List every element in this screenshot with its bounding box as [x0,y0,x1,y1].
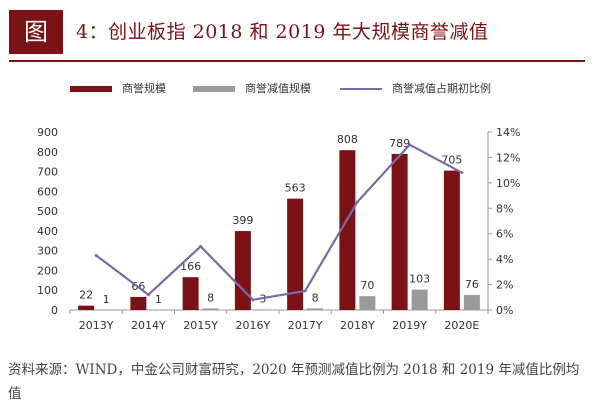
bar-goodwill [443,170,460,310]
y-right-tick-label: 4% [496,253,513,266]
line-point-ratio [199,244,203,248]
data-label-goodwill: 563 [285,182,306,195]
line-point-ratio [94,253,98,257]
y-left-tick-label: 0 [51,304,58,317]
combo-chart: 0 100 200 300 400 500 600 700 800 900 0% 2% 4% 6% 8% 10… [37,126,520,332]
data-label-goodwill: 808 [337,133,358,146]
y-right-tick-label: 12% [496,151,520,164]
bar-goodwill [391,153,408,310]
data-label-goodwill: 166 [180,260,201,273]
line-point-ratio [355,200,359,204]
y-right-tick-label: 6% [496,228,513,241]
x-tick-label: 2016Y [236,319,271,332]
data-label-goodwill: 399 [232,214,253,227]
bar-goodwill [339,150,356,310]
line-impairment-ratio [95,143,463,301]
bar-goodwill [234,231,251,310]
data-label-impairment: 1 [155,293,162,306]
figure-title: 4：创业板指 2018 和 2019 年大规模商誉减值 [76,21,489,43]
data-label-impairment: 70 [360,279,374,292]
y-left-tick-label: 500 [37,205,58,218]
line-point-ratio [460,171,464,175]
x-tick-label: 2015Y [183,319,218,332]
legend-swatch-goodwill [70,86,112,92]
data-label-impairment: 76 [465,278,479,291]
bar-impairment [359,296,376,310]
y-left-tick-label: 700 [37,166,58,179]
x-tick-label: 2013Y [79,319,114,332]
bar-goodwill [78,305,95,310]
x-tick-label: 2017Y [288,319,323,332]
figure-header: 图 4：创业板指 2018 和 2019 年大规模商誉减值 [0,0,592,66]
data-label-goodwill: 789 [389,137,410,150]
bar-goodwill [287,198,304,310]
y-left-tick-label: 800 [37,146,58,159]
data-label-impairment: 1 [103,293,110,306]
bar-impairment [411,289,428,310]
y-right-tick-label: 2% [496,279,513,292]
legend-label-impairment: 商誉减值规模 [245,82,311,95]
header-divider [9,60,585,62]
y-left-tick-label: 300 [37,245,58,258]
bar-impairment [463,294,480,310]
y-right-tick-label: 14% [496,126,520,139]
data-label-goodwill: 22 [79,289,93,302]
y-right-tick-label: 8% [496,202,513,215]
bar-goodwill [182,277,199,310]
bar-impairment [202,308,219,310]
y-left-tick-label: 200 [37,264,58,277]
line-point-ratio [303,289,307,293]
chart-legend: 商誉规模 商誉减值规模 商誉减值占期初比例 [0,80,592,98]
data-label-impairment: 8 [207,291,214,304]
x-tick-label: 2014Y [131,319,166,332]
x-tick-label: 2018Y [340,319,375,332]
line-point-ratio [146,293,150,297]
legend-label-ratio: 商誉减值占期初比例 [392,82,491,95]
y-right-tick-label: 10% [496,177,520,190]
legend-swatch-impairment [193,86,235,92]
data-label-impairment: 103 [409,273,430,286]
legend-swatch-ratio [340,88,382,90]
x-tick-label: 2020E [444,319,479,332]
line-point-ratio [408,143,412,147]
bar-impairment [254,309,271,310]
y-left-tick-label: 400 [37,225,58,238]
line-point-ratio [251,298,255,302]
bar-impairment [307,308,324,310]
y-right-tick-label: 0% [496,304,513,317]
figure-label-badge: 图 [9,10,63,54]
y-left-tick-label: 900 [37,126,58,139]
source-note: 资料来源：WIND，中金公司财富研究，2020 年预测减值比例为 2018 和 … [8,362,580,402]
y-left-tick-label: 600 [37,185,58,198]
x-tick-label: 2019Y [392,319,427,332]
bar-goodwill [130,296,147,310]
data-label-impairment: 8 [312,291,319,304]
legend-label-goodwill: 商誉规模 [122,82,166,95]
y-left-tick-label: 100 [37,284,58,297]
